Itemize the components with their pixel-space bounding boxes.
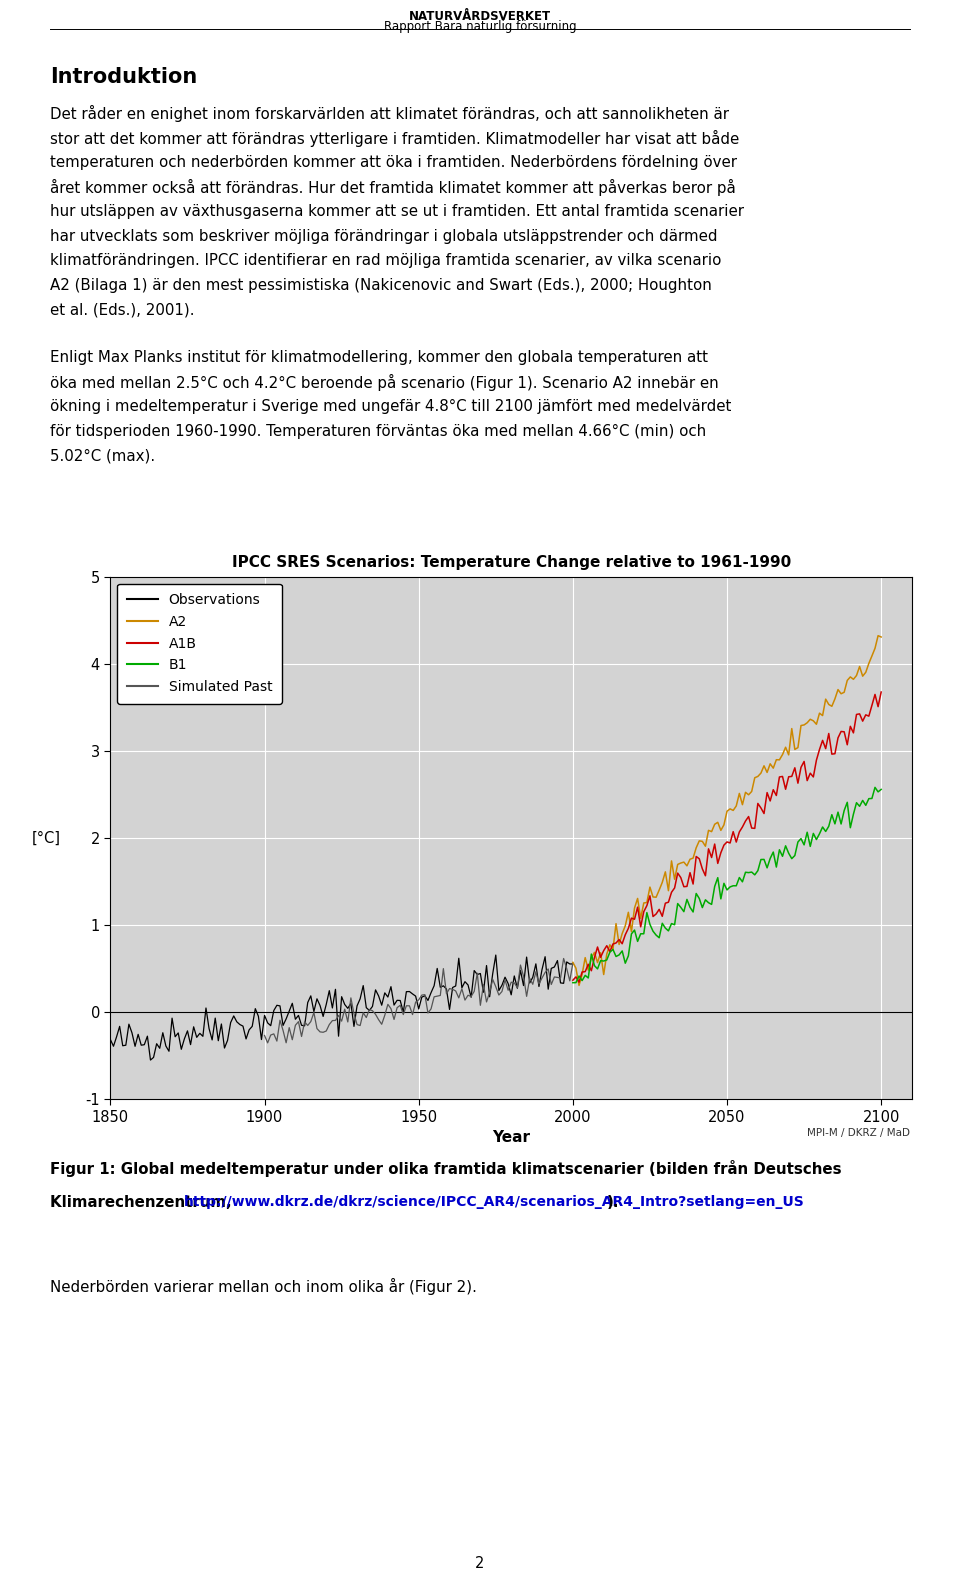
Text: et al. (Eds.), 2001).: et al. (Eds.), 2001). bbox=[50, 303, 195, 317]
Text: stor att det kommer att förändras ytterligare i framtiden. Klimatmodeller har vi: stor att det kommer att förändras ytterl… bbox=[50, 129, 739, 147]
Text: för tidsperioden 1960-1990. Temperaturen förväntas öka med mellan 4.66°C (min) o: för tidsperioden 1960-1990. Temperaturen… bbox=[50, 424, 707, 438]
Text: hur utsläppen av växthusgaserna kommer att se ut i framtiden. Ett antal framtida: hur utsläppen av växthusgaserna kommer a… bbox=[50, 204, 744, 218]
X-axis label: Year: Year bbox=[492, 1129, 530, 1145]
Text: öka med mellan 2.5°C och 4.2°C beroende på scenario (Figur 1). Scenario A2 inneb: öka med mellan 2.5°C och 4.2°C beroende … bbox=[50, 374, 719, 392]
Text: Enligt Max Planks institut för klimatmodellering, kommer den globala temperature: Enligt Max Planks institut för klimatmod… bbox=[50, 349, 708, 365]
Text: A2 (Bilaga 1) är den mest pessimistiska (Nakicenovic and Swart (Eds.), 2000; Hou: A2 (Bilaga 1) är den mest pessimistiska … bbox=[50, 277, 711, 293]
Text: ).: ). bbox=[607, 1195, 619, 1209]
Text: MPI-M / DKRZ / MaD: MPI-M / DKRZ / MaD bbox=[807, 1128, 910, 1137]
Text: 2: 2 bbox=[475, 1556, 485, 1571]
Title: IPCC SRES Scenarios: Temperature Change relative to 1961-1990: IPCC SRES Scenarios: Temperature Change … bbox=[231, 554, 791, 570]
Text: Nederbörden varierar mellan och inom olika år (Figur 2).: Nederbörden varierar mellan och inom oli… bbox=[50, 1278, 477, 1295]
Text: 5.02°C (max).: 5.02°C (max). bbox=[50, 448, 156, 464]
Text: Figur 1: Global medeltemperatur under olika framtida klimatscenarier (bilden frå: Figur 1: Global medeltemperatur under ol… bbox=[50, 1160, 842, 1177]
Text: klimatförändringen. IPCC identifierar en rad möjliga framtida scenarier, av vilk: klimatförändringen. IPCC identifierar en… bbox=[50, 253, 721, 268]
Legend: Observations, A2, A1B, B1, Simulated Past: Observations, A2, A1B, B1, Simulated Pas… bbox=[117, 583, 282, 704]
Text: året kommer också att förändras. Hur det framtida klimatet kommer att påverkas b: året kommer också att förändras. Hur det… bbox=[50, 178, 735, 196]
Text: temperaturen och nederbörden kommer att öka i framtiden. Nederbördens fördelning: temperaturen och nederbörden kommer att … bbox=[50, 155, 737, 169]
Text: Klimarechenzentrum,: Klimarechenzentrum, bbox=[50, 1195, 237, 1209]
Text: Rapport Bara naturlig försurning: Rapport Bara naturlig försurning bbox=[384, 19, 576, 33]
Text: ökning i medeltemperatur i Sverige med ungefär 4.8°C till 2100 jämfört med medel: ökning i medeltemperatur i Sverige med u… bbox=[50, 398, 732, 414]
Text: NATURVÅRDSVERKET: NATURVÅRDSVERKET bbox=[409, 10, 551, 24]
Text: http://www.dkrz.de/dkrz/science/IPCC_AR4/scenarios_AR4_Intro?setlang=en_US: http://www.dkrz.de/dkrz/science/IPCC_AR4… bbox=[184, 1195, 804, 1209]
Text: [°C]: [°C] bbox=[32, 830, 60, 846]
Text: Det råder en enighet inom forskarvärlden att klimatet förändras, och att sannoli: Det råder en enighet inom forskarvärlden… bbox=[50, 105, 729, 123]
Text: har utvecklats som beskriver möjliga förändringar i globala utsläppstrender och : har utvecklats som beskriver möjliga för… bbox=[50, 228, 717, 244]
Text: Introduktion: Introduktion bbox=[50, 67, 197, 88]
